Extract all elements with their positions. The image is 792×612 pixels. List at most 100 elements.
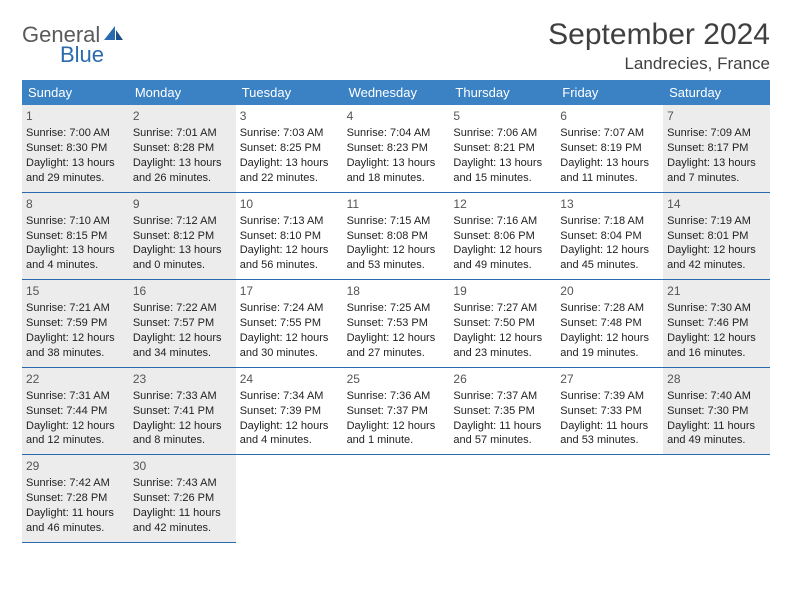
logo-word2: Blue — [60, 42, 104, 68]
weekday-header: Wednesday — [343, 80, 450, 105]
weekday-header: Tuesday — [236, 80, 343, 105]
logo: General Blue — [22, 18, 125, 68]
day-number: 8 — [26, 196, 125, 212]
day-number: 20 — [560, 283, 659, 299]
day-cell: 5 Sunrise: 7:06 AMSunset: 8:21 PMDaylight… — [449, 105, 556, 193]
empty-cell — [343, 455, 450, 543]
sunrise-text: Sunrise: 7:27 AM — [453, 301, 552, 316]
daylight-text: Daylight: 13 hours and 15 minutes. — [453, 156, 552, 186]
day-number: 27 — [560, 371, 659, 387]
sunset-text: Sunset: 8:19 PM — [560, 141, 659, 156]
sunrise-text: Sunrise: 7:10 AM — [26, 214, 125, 229]
sunrise-text: Sunrise: 7:34 AM — [240, 389, 339, 404]
day-cell: 7Sunrise: 7:09 AMSunset: 8:17 PMDaylight… — [663, 105, 770, 193]
day-number: 10 — [240, 196, 339, 212]
sunset-text: Sunset: 8:08 PM — [347, 229, 446, 244]
day-cell: 22Sunrise: 7:31 AMSunset: 7:44 PMDayligh… — [22, 368, 129, 456]
sunrise-text: Sunrise: 7:06 AM — [453, 126, 552, 141]
sunrise-text: Sunrise: 7:16 AM — [453, 214, 552, 229]
empty-cell — [449, 455, 556, 543]
day-cell: 8Sunrise: 7:10 AMSunset: 8:15 PMDaylight… — [22, 193, 129, 281]
day-cell: 27 Sunrise: 7:39 AMSunset: 7:33 PMDayligh… — [556, 368, 663, 456]
day-number: 11 — [347, 196, 446, 212]
daylight-text: Daylight: 11 hours and 42 minutes. — [133, 506, 232, 536]
weekday-header: Monday — [129, 80, 236, 105]
daylight-text: Daylight: 11 hours and 57 minutes. — [453, 419, 552, 449]
location-label: Landrecies, France — [548, 54, 770, 74]
sunset-text: Sunset: 7:30 PM — [667, 404, 766, 419]
sunrise-text: Sunrise: 7:21 AM — [26, 301, 125, 316]
sunrise-text: Sunrise: 7:07 AM — [560, 126, 659, 141]
day-number: 21 — [667, 283, 766, 299]
sunset-text: Sunset: 8:25 PM — [240, 141, 339, 156]
day-number: 4 — [347, 108, 446, 124]
daylight-text: Daylight: 12 hours and 49 minutes. — [453, 243, 552, 273]
sunset-text: Sunset: 7:48 PM — [560, 316, 659, 331]
sunset-text: Sunset: 7:39 PM — [240, 404, 339, 419]
day-cell: 12 Sunrise: 7:16 AMSunset: 8:06 PMDayligh… — [449, 193, 556, 281]
sunset-text: Sunset: 7:44 PM — [26, 404, 125, 419]
sunset-text: Sunset: 8:28 PM — [133, 141, 232, 156]
day-number: 15 — [26, 283, 125, 299]
daylight-text: Daylight: 13 hours and 22 minutes. — [240, 156, 339, 186]
sunrise-text: Sunrise: 7:37 AM — [453, 389, 552, 404]
sunrise-text: Sunrise: 7:04 AM — [347, 126, 446, 141]
daylight-text: Daylight: 12 hours and 1 minute. — [347, 419, 446, 449]
empty-cell — [236, 455, 343, 543]
sunrise-text: Sunrise: 7:39 AM — [560, 389, 659, 404]
day-cell: 10Sunrise: 7:13 AMSunset: 8:10 PMDayligh… — [236, 193, 343, 281]
sunrise-text: Sunrise: 7:25 AM — [347, 301, 446, 316]
day-number: 7 — [667, 108, 766, 124]
day-number: 26 — [453, 371, 552, 387]
sunrise-text: Sunrise: 7:31 AM — [26, 389, 125, 404]
daylight-text: Daylight: 12 hours and 27 minutes. — [347, 331, 446, 361]
sunset-text: Sunset: 7:41 PM — [133, 404, 232, 419]
day-cell: 23Sunrise: 7:33 AMSunset: 7:41 PMDayligh… — [129, 368, 236, 456]
sunset-text: Sunset: 8:04 PM — [560, 229, 659, 244]
sunset-text: Sunset: 7:33 PM — [560, 404, 659, 419]
day-number: 24 — [240, 371, 339, 387]
day-cell: 9Sunrise: 7:12 AMSunset: 8:12 PMDaylight… — [129, 193, 236, 281]
sunset-text: Sunset: 7:37 PM — [347, 404, 446, 419]
daylight-text: Daylight: 11 hours and 49 minutes. — [667, 419, 766, 449]
day-cell: 11Sunrise: 7:15 AMSunset: 8:08 PMDayligh… — [343, 193, 450, 281]
day-number: 14 — [667, 196, 766, 212]
daylight-text: Daylight: 12 hours and 16 minutes. — [667, 331, 766, 361]
daylight-text: Daylight: 11 hours and 53 minutes. — [560, 419, 659, 449]
daylight-text: Daylight: 12 hours and 23 minutes. — [453, 331, 552, 361]
sunrise-text: Sunrise: 7:09 AM — [667, 126, 766, 141]
day-number: 5 — [453, 108, 552, 124]
sunrise-text: Sunrise: 7:28 AM — [560, 301, 659, 316]
daylight-text: Daylight: 12 hours and 34 minutes. — [133, 331, 232, 361]
sunset-text: Sunset: 8:17 PM — [667, 141, 766, 156]
daylight-text: Daylight: 13 hours and 4 minutes. — [26, 243, 125, 273]
day-cell: 1Sunrise: 7:00 AMSunset: 8:30 PMDaylight… — [22, 105, 129, 193]
daylight-text: Daylight: 11 hours and 46 minutes. — [26, 506, 125, 536]
calendar-grid: SundayMondayTuesdayWednesdayThursdayFrid… — [22, 80, 770, 543]
daylight-text: Daylight: 13 hours and 18 minutes. — [347, 156, 446, 186]
day-number: 29 — [26, 458, 125, 474]
sunset-text: Sunset: 7:57 PM — [133, 316, 232, 331]
page-title: September 2024 — [548, 18, 770, 52]
day-cell: 29Sunrise: 7:42 AMSunset: 7:28 PMDayligh… — [22, 455, 129, 543]
sunrise-text: Sunrise: 7:36 AM — [347, 389, 446, 404]
sunset-text: Sunset: 7:59 PM — [26, 316, 125, 331]
day-cell: 25Sunrise: 7:36 AMSunset: 7:37 PMDayligh… — [343, 368, 450, 456]
day-cell: 24Sunrise: 7:34 AMSunset: 7:39 PMDayligh… — [236, 368, 343, 456]
daylight-text: Daylight: 12 hours and 56 minutes. — [240, 243, 339, 273]
sunset-text: Sunset: 7:46 PM — [667, 316, 766, 331]
sunset-text: Sunset: 8:21 PM — [453, 141, 552, 156]
day-number: 12 — [453, 196, 552, 212]
sail-icon — [103, 24, 125, 47]
sunset-text: Sunset: 8:06 PM — [453, 229, 552, 244]
empty-cell — [556, 455, 663, 543]
day-cell: 30Sunrise: 7:43 AMSunset: 7:26 PMDayligh… — [129, 455, 236, 543]
sunrise-text: Sunrise: 7:18 AM — [560, 214, 659, 229]
sunrise-text: Sunrise: 7:33 AM — [133, 389, 232, 404]
title-block: September 2024 Landrecies, France — [548, 18, 770, 74]
sunset-text: Sunset: 7:26 PM — [133, 491, 232, 506]
sunset-text: Sunset: 8:01 PM — [667, 229, 766, 244]
sunset-text: Sunset: 8:10 PM — [240, 229, 339, 244]
day-number: 3 — [240, 108, 339, 124]
day-number: 6 — [560, 108, 659, 124]
